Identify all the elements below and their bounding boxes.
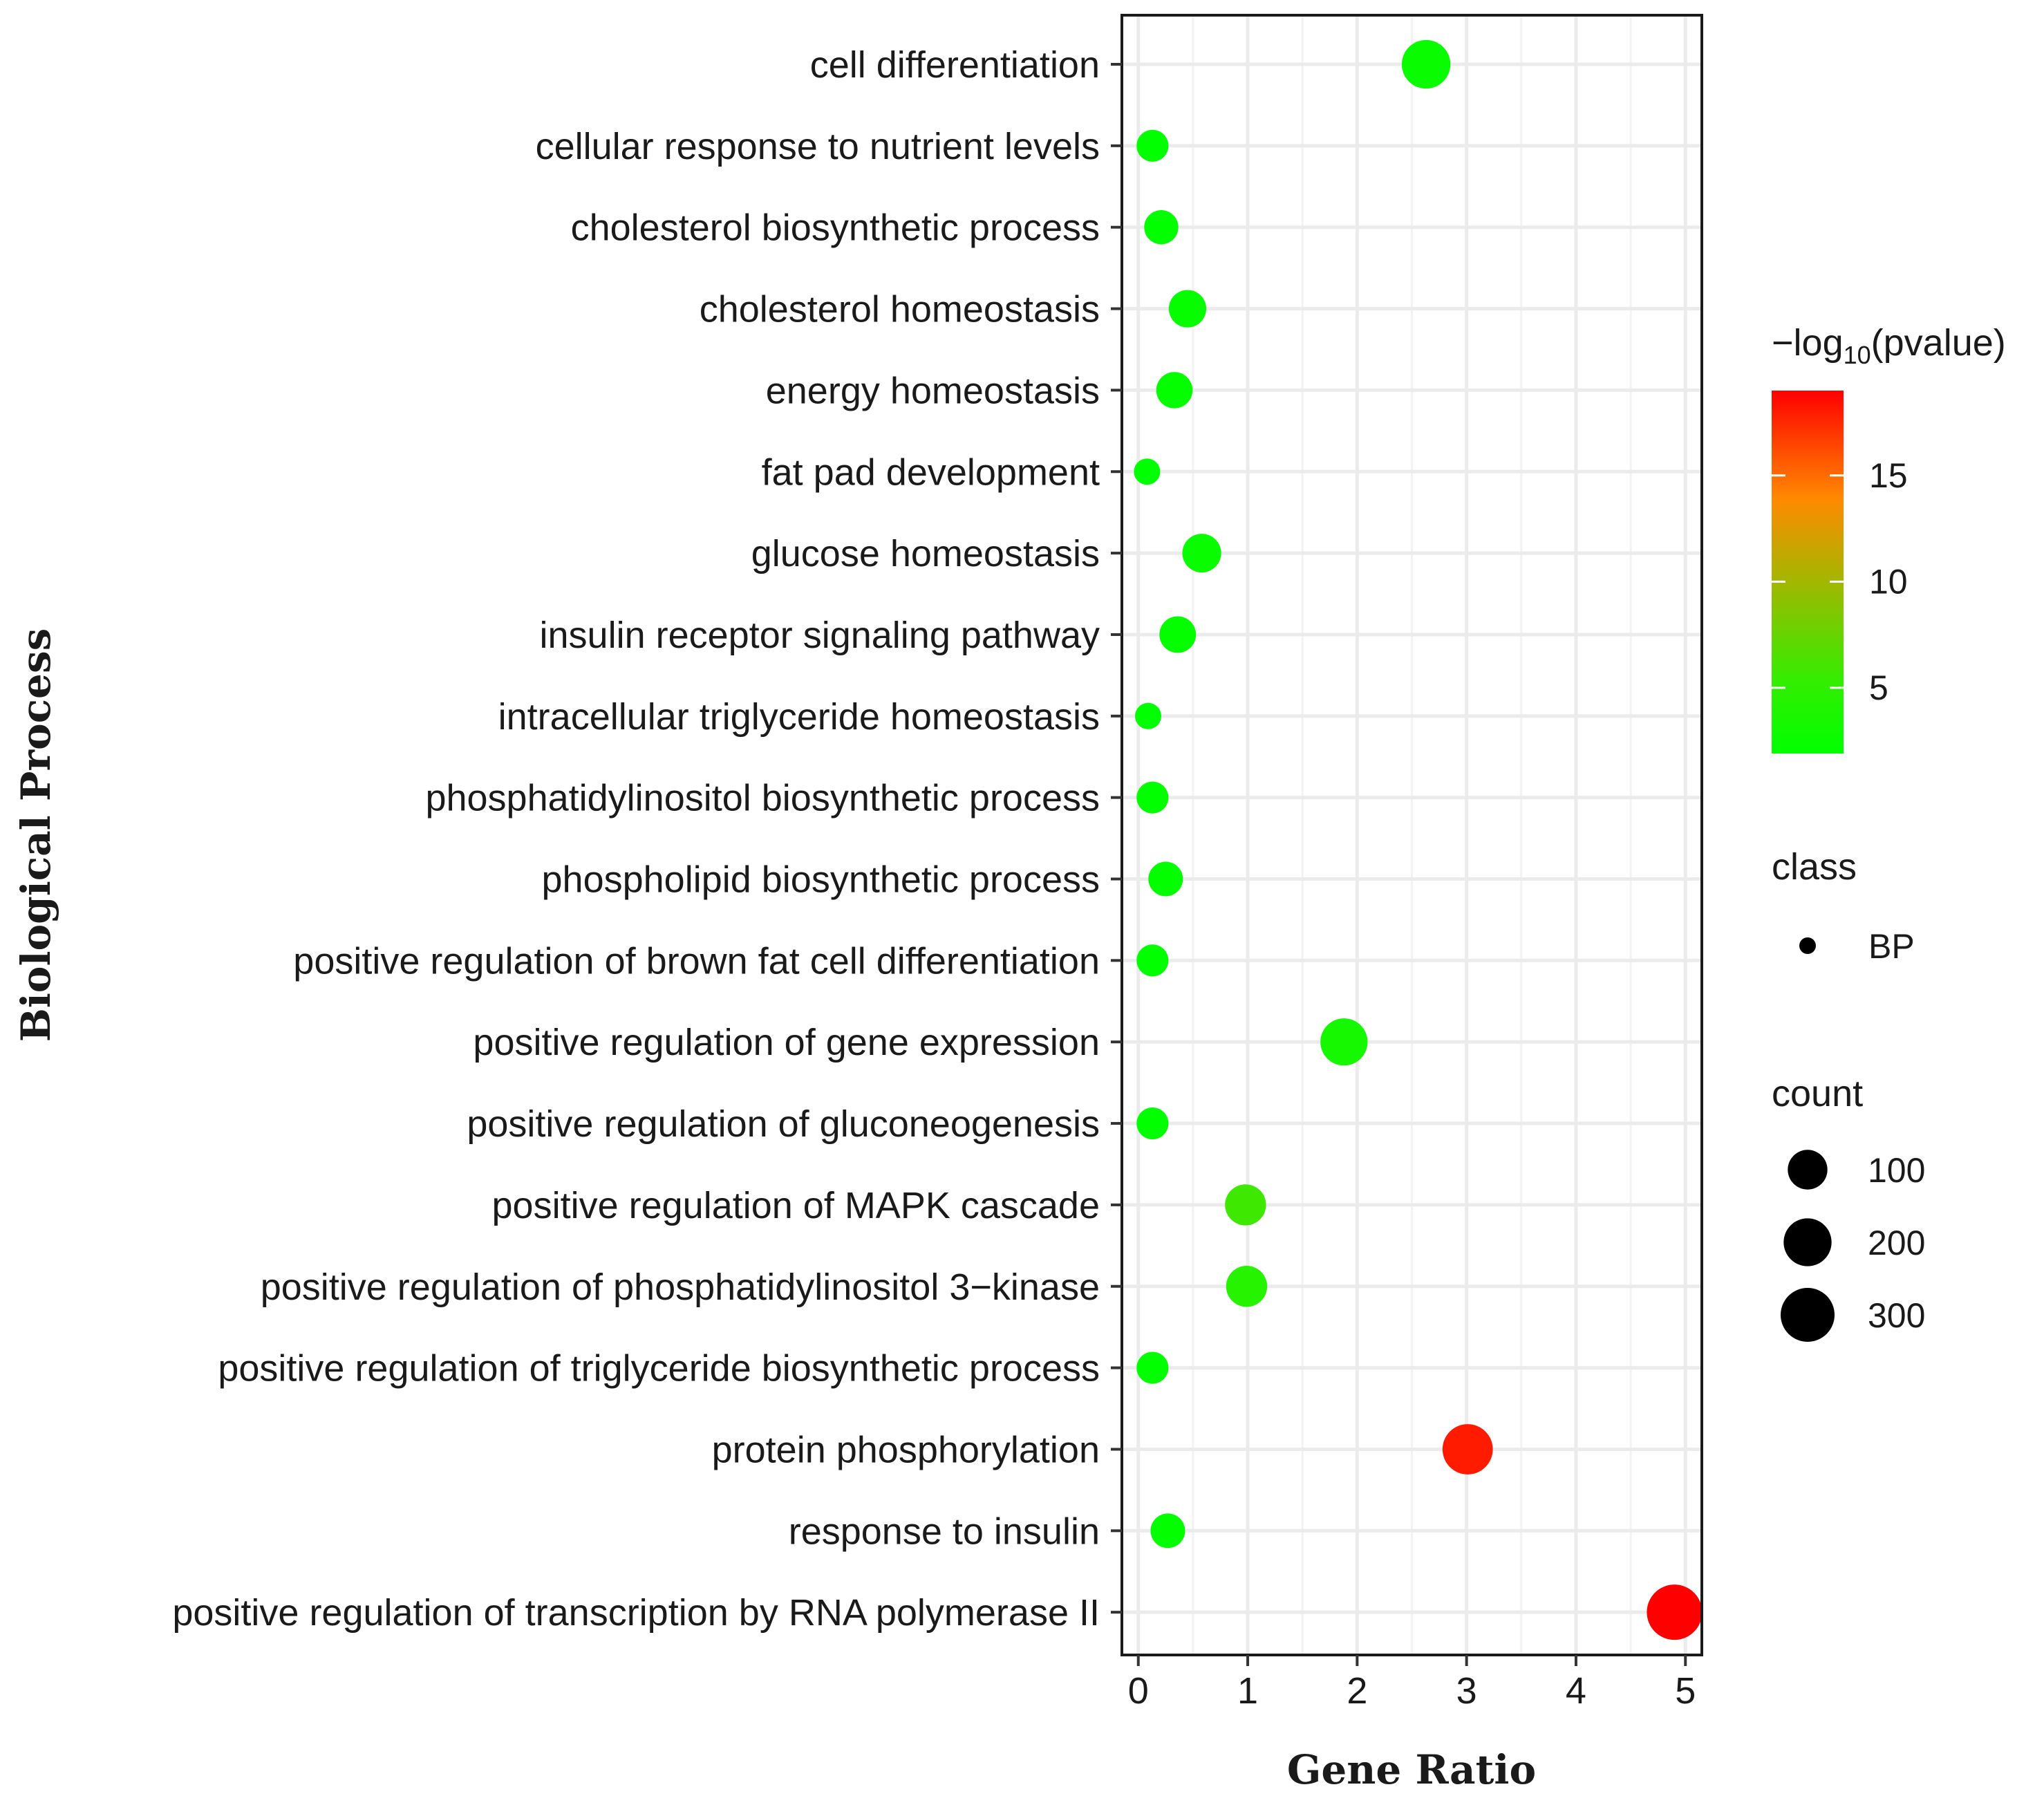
y-tick-label: energy homeostasis [766, 370, 1100, 411]
count-legend-label: 200 [1868, 1224, 1925, 1262]
data-point [1226, 1266, 1268, 1307]
color-legend-ticks: 5 10 15 [1772, 456, 1908, 707]
x-tick-label: 2 [1347, 1670, 1367, 1712]
count-legend: count 100 200 300 [1772, 1073, 1925, 1342]
y-tick-label: intracellular triglyceride homeostasis [498, 696, 1100, 738]
y-tick-label: cholesterol biosynthetic process [571, 207, 1100, 249]
color-legend-tick-label: 10 [1869, 562, 1908, 601]
data-point [1647, 1584, 1703, 1640]
y-tick-label: phospholipid biosynthetic process [542, 859, 1100, 901]
data-point [1136, 1107, 1169, 1140]
y-tick-label: cholesterol homeostasis [700, 289, 1100, 330]
color-legend-title-main: −log [1772, 322, 1844, 364]
color-legend-title-suffix: (pvalue) [1871, 322, 2006, 364]
count-legend-key [1788, 1150, 1828, 1190]
data-point [1320, 1018, 1368, 1066]
y-tick-label: positive regulation of triglyceride bios… [218, 1348, 1100, 1390]
data-point [1136, 944, 1169, 977]
data-point [1134, 702, 1161, 729]
plot-panel-border [1121, 14, 1703, 1656]
y-tick-label: insulin receptor signaling pathway [540, 615, 1100, 656]
data-point [1150, 1513, 1185, 1549]
data-point [1144, 209, 1179, 245]
count-legend-label: 100 [1868, 1151, 1925, 1190]
class-legend-label-bp: BP [1868, 927, 1915, 966]
data-point [1159, 616, 1197, 653]
class-legend-title: class [1772, 846, 1857, 888]
data-point [1168, 290, 1207, 328]
color-legend-bar [1772, 391, 1844, 754]
class-legend-key-bp [1799, 937, 1816, 954]
data-point [1134, 458, 1161, 485]
y-tick-label: positive regulation of gene expression [473, 1022, 1100, 1063]
y-tick-label: cellular response to nutrient levels [536, 126, 1100, 167]
class-legend: class BP [1772, 846, 1915, 966]
count-legend-key [1781, 1288, 1835, 1342]
count-legend-key [1783, 1218, 1832, 1266]
x-tick-label: 1 [1237, 1670, 1258, 1712]
data-point [1225, 1184, 1266, 1226]
y-axis: cell differentiation cellular response to… [172, 44, 1122, 1634]
x-tick-label: 0 [1128, 1670, 1149, 1712]
y-tick-label: phosphatidylinositol biosynthetic proces… [425, 778, 1100, 819]
y-tick-label: positive regulation of gluconeogenesis [467, 1103, 1100, 1145]
y-tick-label: fat pad development [762, 451, 1100, 493]
data-points [1134, 39, 1703, 1640]
data-point [1182, 534, 1221, 573]
grid-lines [1122, 15, 1702, 1655]
y-tick-label: positive regulation of phosphatidylinosi… [261, 1266, 1100, 1308]
data-point [1148, 861, 1183, 897]
count-legend-keys: 100 200 300 [1781, 1150, 1925, 1342]
y-tick-label: response to insulin [789, 1510, 1100, 1552]
y-tick-label: protein phosphorylation [712, 1429, 1100, 1470]
x-tick-label: 5 [1675, 1670, 1696, 1712]
color-legend-tick-label: 15 [1869, 456, 1908, 495]
color-legend-title-subscript: 10 [1844, 341, 1871, 369]
data-point [1156, 372, 1193, 409]
y-tick-label: positive regulation of MAPK cascade [492, 1185, 1100, 1226]
x-axis: 0 1 2 3 4 5 [1128, 1655, 1696, 1712]
y-tick-label: glucose homeostasis [751, 533, 1100, 574]
y-tick-label: positive regulation of transcription by … [172, 1592, 1100, 1634]
count-legend-label: 300 [1868, 1296, 1925, 1335]
data-point [1136, 1351, 1169, 1384]
data-point [1401, 39, 1451, 89]
x-axis-title: Gene Ratio [1287, 1746, 1536, 1793]
y-tick-label: positive regulation of brown fat cell di… [293, 940, 1100, 982]
color-legend-title: −log10(pvalue) [1772, 322, 2006, 369]
count-legend-title: count [1772, 1073, 1863, 1114]
data-point [1136, 129, 1169, 162]
color-legend-tick-label: 5 [1869, 668, 1888, 707]
data-point [1442, 1424, 1493, 1475]
data-point [1136, 781, 1169, 814]
x-tick-label: 4 [1566, 1670, 1586, 1712]
y-axis-title: Biological Process [12, 628, 59, 1042]
y-tick-label: cell differentiation [810, 44, 1100, 86]
x-tick-label: 3 [1456, 1670, 1477, 1712]
